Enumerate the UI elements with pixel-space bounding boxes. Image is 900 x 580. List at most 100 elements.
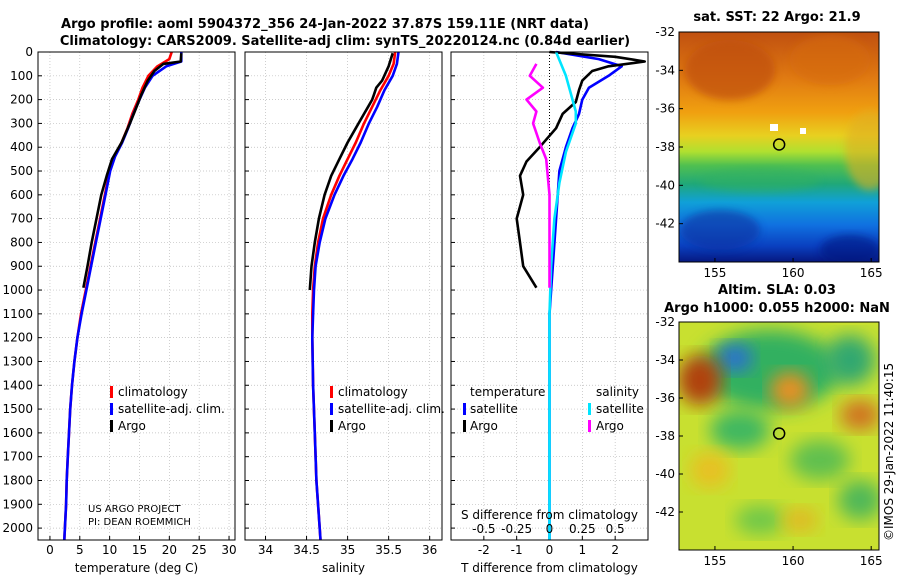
y-tick-label: 200 [10,93,33,107]
credit-project: US ARGO PROJECT [88,504,182,515]
sla-map-panel: Altim. SLA: 0.03 Argo h1000: 0.055 h2000… [655,283,889,568]
map-y-tick-label: -38 [655,429,675,443]
map-x-tick-label: 165 [860,554,883,568]
sla-argo-location-marker [772,427,786,440]
legend-swatch-climatology [110,386,113,398]
map-y-tick-label: -32 [655,315,675,329]
map-x-tick-label: 155 [703,266,726,280]
sla-map-axes: 155 160 165 -32 -34 -36 -38 -40 -42 [655,315,882,568]
y-tick-label: 1500 [2,402,33,416]
map-y-tick-label: -36 [655,391,675,405]
legend-swatch-s-satellite [588,403,591,415]
x-tick-label: 35 [340,543,355,557]
series-line-s-argo [525,63,551,288]
series-line-t-argo [515,50,646,289]
y-tick-label: 1300 [2,354,33,368]
salinity-legend: climatology satellite-adj. clim. Argo [330,385,445,433]
series-line-argo [308,52,394,291]
y-tick-label: 0 [25,45,33,59]
legend-label-s-satellite: satellite [596,402,644,416]
legend-label-t-argo: Argo [470,419,498,433]
plot-frame [244,51,443,541]
x-tick-label: 36 [422,543,437,557]
legend-label-argo: Argo [118,419,146,433]
temperature-legend: climatology satellite-adj. clim. Argo [110,385,225,433]
x-tick-label: 20 [162,543,177,557]
legend-label-climatology: climatology [338,385,408,399]
x-tick-label: 30 [221,543,236,557]
sla-map-title: Altim. SLA: 0.03 [718,283,836,298]
legend-label-climatology: climatology [118,385,188,399]
map-x-tick-label: 160 [782,266,805,280]
legend-title-temperature: temperature [470,385,545,399]
secondary-axis-label: S difference from climatology [461,508,638,522]
legend-swatch-t-argo [463,420,466,432]
x-tick-label: 5 [76,543,84,557]
sst-heatmap [679,32,879,262]
secondary-tick-label: 0 [546,522,554,536]
plot-frame [37,51,236,541]
map-y-tick-label: -40 [655,467,675,481]
temperature-profile-panel: 0100200300400500600700800900100011001200… [2,45,236,575]
y-tick-label: 1900 [2,497,33,511]
y-tick-label: 600 [10,188,33,202]
x-axis-label: temperature (deg C) [75,561,198,575]
legend-swatch-argo [110,420,113,432]
map-y-tick-label: -40 [655,178,675,192]
series-line-argo [82,53,183,288]
series-line-satellite-adj-clim- [63,52,183,541]
difference-profile-panel: -2 -1 0 1 2 T difference from climatology S di… [450,50,649,575]
x-tick-label: 10 [102,543,117,557]
map-y-tick-label: -42 [655,217,675,231]
x-tick-label: 34 [258,543,273,557]
x-axis-label: T difference from climatology [460,561,638,575]
x-tick-label: 0 [46,543,54,557]
y-tick-label: 900 [10,259,33,273]
y-tick-label: 1400 [2,378,33,392]
x-tick-label: -1 [511,543,523,557]
x-tick-label: 0 [546,543,554,557]
y-tick-label: 1000 [2,283,33,297]
credit-pi: PI: DEAN ROEMMICH [88,517,191,528]
y-tick-label: 1800 [2,473,33,487]
legend-label-s-argo: Argo [596,419,624,433]
legend-swatch-climatology [330,386,333,398]
sst-map-title: sat. SST: 22 Argo: 21.9 [693,10,860,25]
legend-label-satellite: satellite-adj. clim. [118,402,225,416]
secondary-tick-label: -0.5 [472,522,495,536]
y-tick-label: 500 [10,164,33,178]
legend-title-salinity: salinity [596,385,639,399]
x-tick-label: 35.5 [375,543,402,557]
series-line-t-satellite [548,50,623,540]
map-y-tick-label: -32 [655,25,675,39]
x-tick-label: 15 [132,543,147,557]
difference-legend: temperature satellite Argo salinity sate… [463,385,644,433]
legend-swatch-t-satellite [463,403,466,415]
sla-map-subtitle: Argo h1000: 0.055 h2000: NaN [664,301,890,316]
y-tick-label: 1200 [2,331,33,345]
series-line-climatology [311,51,397,541]
map-x-tick-label: 165 [860,266,883,280]
legend-label-t-satellite: satellite [470,402,518,416]
map-y-tick-label: -34 [655,63,675,77]
x-tick-label: -2 [478,543,490,557]
legend-swatch-satellite [330,403,333,415]
y-tick-label: 2000 [2,521,33,535]
series-line-climatology [63,51,173,541]
y-tick-label: 800 [10,235,33,249]
sst-map-axes: 155 160 165 -32 -34 -36 -38 -40 -42 [655,25,882,280]
x-tick-label: 34.5 [293,543,320,557]
figure-title-line2: Climatology: CARS2009. Satellite-adj cli… [60,34,630,49]
secondary-tick-label: -0.25 [501,522,532,536]
plot-frame [450,51,649,541]
map-y-tick-label: -34 [655,353,675,367]
series-line-satellite-adj-clim- [311,51,400,541]
sla-heatmap [679,322,879,550]
series-line-s-satellite [548,51,578,540]
salinity-profile-panel: 34 34.5 35 35.5 36 salinity [244,51,443,575]
legend-swatch-s-argo [588,420,591,432]
y-tick-label: 1700 [2,450,33,464]
map-y-tick-label: -42 [655,505,675,519]
imos-watermark: ©IMOS 29-Jan-2022 11:40:15 [882,363,896,541]
